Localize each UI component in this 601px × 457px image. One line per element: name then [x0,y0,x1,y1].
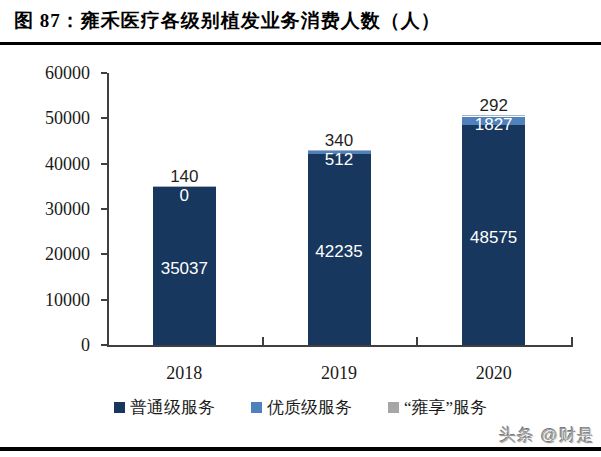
y-axis-tick-label: 0 [20,336,90,354]
x-axis-tick [107,337,109,345]
bar-value-label: 48575 [470,228,517,245]
bar-value-label: 0 [180,186,189,203]
x-axis-category-label: 2018 [144,364,224,382]
y-axis-tick [101,117,107,119]
y-axis-tick [101,299,107,301]
report-figure: 图 87：雍禾医疗各级别植发业务消费人数（人） 0100002000030000… [0,0,601,457]
y-axis-tick [101,72,107,74]
y-axis-tick [101,253,107,255]
bar-value-label: 292 [479,97,507,114]
bar-value-label: 1827 [475,116,513,133]
x-axis-tick [571,337,573,345]
y-axis-tick-label: 60000 [20,64,90,82]
y-axis-tick [101,163,107,165]
y-axis [107,73,109,347]
y-axis-tick-label: 30000 [20,200,90,218]
legend-item: “雍享”服务 [388,399,487,416]
x-axis-tick [262,337,264,345]
y-axis-tick-label: 50000 [20,109,90,127]
chart-legend: 普通级服务 优质级服务 “雍享”服务 [0,399,601,416]
bar-value-label: 340 [325,131,353,148]
y-axis-tick [101,208,107,210]
legend-item: 优质级服务 [251,399,352,416]
legend-label: 普通级服务 [130,399,215,416]
legend-marker-icon [251,402,262,413]
bar-value-label: 42235 [315,243,362,260]
bar-value-label: 35037 [161,259,208,276]
legend-marker-icon [114,402,125,413]
legend-marker-icon [388,402,399,413]
x-axis-category-label: 2019 [299,364,379,382]
y-axis-tick-label: 40000 [20,155,90,173]
bottom-border [0,447,601,451]
stacked-bar-chart: 0 10000 20000 30000 40000 50000 60000 35037 0 140… [0,0,601,400]
x-axis [107,345,573,347]
x-axis-tick [416,337,418,345]
legend-item: 普通级服务 [114,399,215,416]
legend-label: 优质级服务 [267,399,352,416]
watermark: 头条 @财是 [499,424,595,447]
bar-value-label: 140 [170,167,198,184]
x-axis-category-label: 2020 [454,364,534,382]
y-axis-tick-label: 20000 [20,245,90,263]
bar-value-label: 512 [325,150,353,167]
legend-label: “雍享”服务 [404,399,487,416]
y-axis-tick-label: 10000 [20,291,90,309]
